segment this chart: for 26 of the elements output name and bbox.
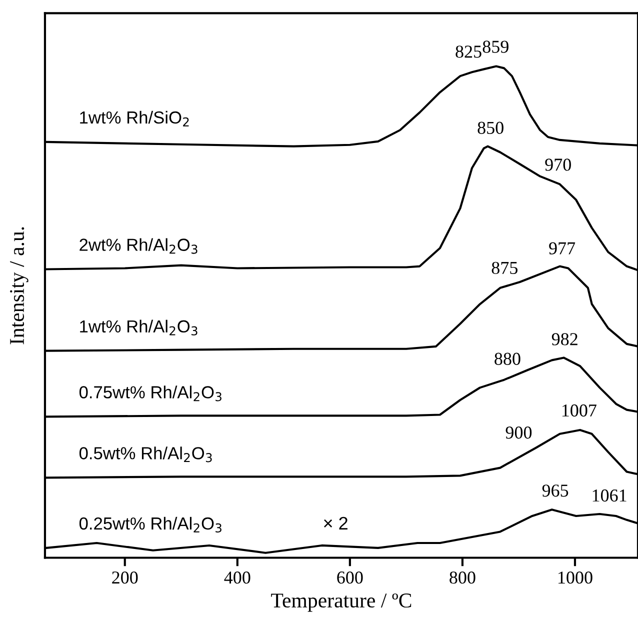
x-tick-label: 600: [337, 571, 363, 584]
annotation: 965: [542, 484, 568, 497]
annotation: 900: [506, 426, 532, 439]
annotation: × 2: [324, 516, 348, 530]
series-label: 0.5wt% Rh/Al$_{2}$O$_{3}$: [79, 446, 212, 462]
annotation: 982: [552, 333, 578, 346]
annotation: 880: [494, 352, 520, 365]
annotation: 1061: [592, 489, 626, 502]
x-axis-title: Temperature / ºC: [271, 593, 412, 612]
y-axis-title: Intensity / a.u.: [10, 227, 28, 344]
series-label: 1wt% Rh/SiO$_{2}$: [80, 110, 189, 126]
series-label: 0.75wt% Rh/Al$_{2}$O$_{3}$: [79, 386, 222, 402]
annotation: 850: [478, 122, 504, 134]
x-tick-label: 200: [112, 571, 138, 584]
annotation: 970: [545, 158, 571, 171]
x-tick-label: 1000: [558, 571, 592, 584]
annotation: 977: [549, 242, 576, 254]
series-label: 1wt% Rh/Al$_{2}$O$_{3}$: [80, 320, 198, 336]
annotation: 1007: [562, 404, 596, 417]
x-tick-label: 800: [450, 571, 476, 584]
annotation: 859: [482, 40, 508, 53]
series-label: 2wt% Rh/Al$_{2}$O$_{3}$: [80, 238, 198, 254]
annotation: 825: [456, 46, 482, 58]
x-tick-label: 400: [224, 571, 250, 584]
annotation: 875: [492, 262, 518, 274]
series-label: 0.25wt% Rh/Al$_{2}$O$_{3}$: [79, 516, 222, 533]
